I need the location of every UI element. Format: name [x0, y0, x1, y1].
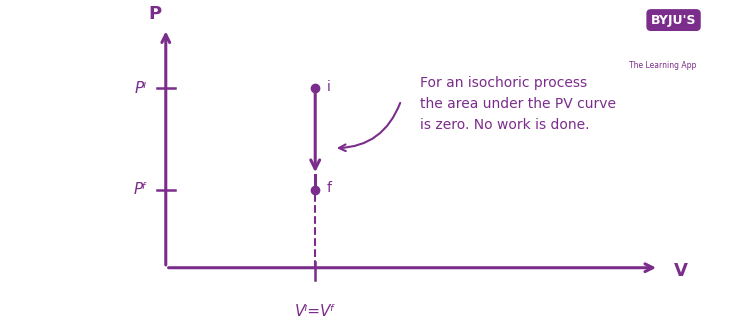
Text: Pᶠ: Pᶠ	[134, 182, 147, 197]
Text: f: f	[326, 181, 332, 196]
Text: P: P	[148, 4, 161, 22]
Text: Vᴵ=Vᶠ: Vᴵ=Vᶠ	[295, 304, 336, 319]
Text: For an isochoric process
the area under the PV curve
is zero. No work is done.: For an isochoric process the area under …	[420, 76, 616, 132]
Text: Pᴵ: Pᴵ	[135, 81, 147, 96]
Text: i: i	[326, 80, 330, 94]
Text: V: V	[674, 262, 688, 280]
Text: BYJU'S: BYJU'S	[651, 13, 696, 27]
Text: The Learning App: The Learning App	[629, 61, 696, 70]
